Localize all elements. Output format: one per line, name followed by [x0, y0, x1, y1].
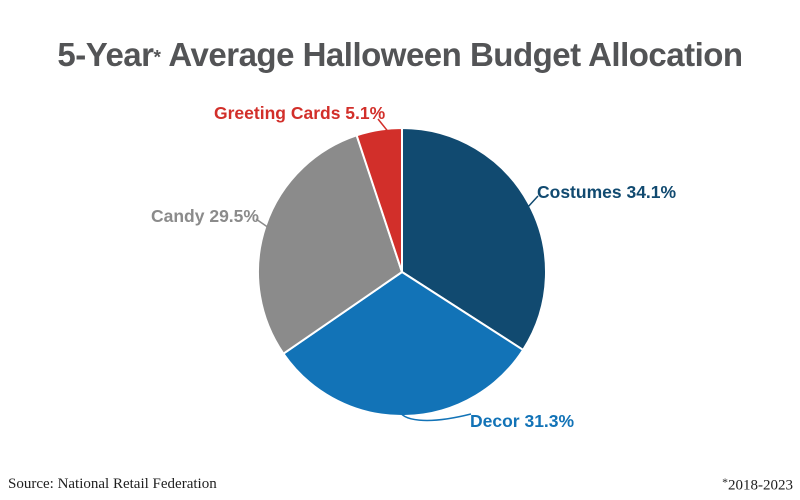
chart-title-asterisk: * [153, 47, 161, 69]
chart-title: 5-Year* Average Halloween Budget Allocat… [0, 36, 800, 74]
pie-label-candy: Candy 29.5% [151, 206, 259, 226]
leader-line-greeting-cards [377, 118, 391, 135]
chart-title-part1: 5-Year [57, 36, 154, 73]
pie-label-costumes: Costumes 34.1% [537, 182, 677, 202]
leader-line-costumes [526, 195, 539, 209]
footnote-asterisk: * [722, 476, 728, 489]
chart-title-part2: Average Halloween Budget Allocation [160, 36, 743, 73]
footnote-years: *2018-2023 [722, 476, 793, 495]
pie-slice-greeting-cards [355, 127, 403, 273]
pie-label-decor: Decor 31.3% [470, 411, 575, 431]
leader-line-candy [255, 218, 270, 229]
footnote-year-range: 2018-2023 [728, 477, 793, 494]
source-attribution: Source: National Retail Federation [8, 476, 217, 492]
pie-label-greeting-cards: Greeting Cards 5.1% [214, 103, 386, 123]
leader-line-decor [398, 408, 472, 422]
